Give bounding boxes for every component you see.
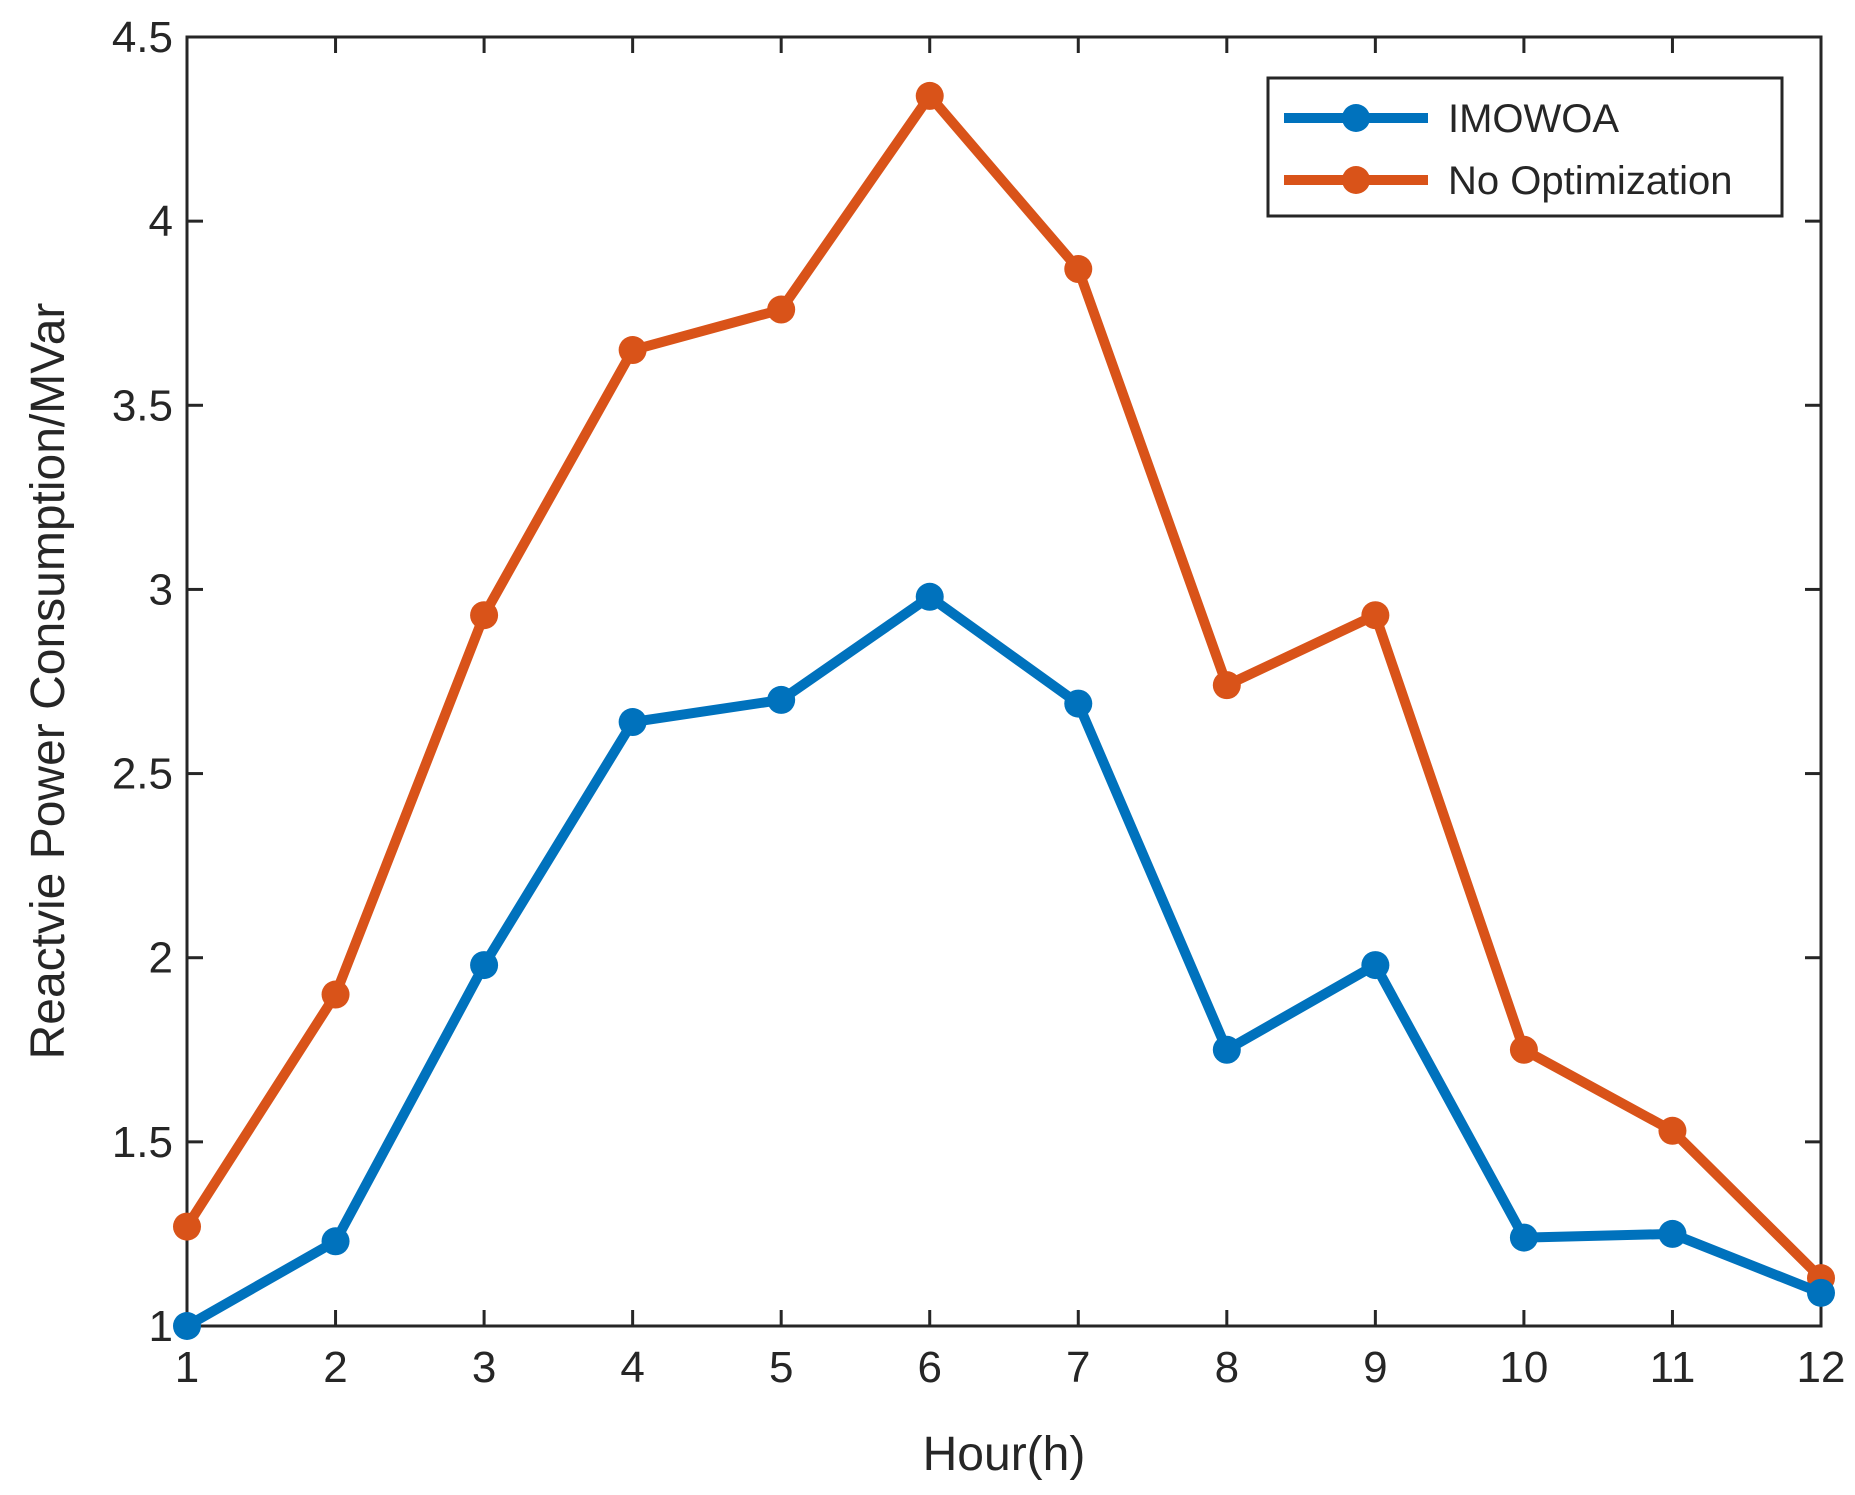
y-tick-label: 4 [149,197,173,246]
x-tick-label: 2 [323,1343,347,1392]
series-no-optimization [173,81,1835,1293]
data-point [470,601,499,630]
data-point [1509,1035,1538,1064]
data-point [618,708,647,737]
data-point [767,295,796,324]
y-tick-label: 1.5 [112,1118,173,1167]
x-tick-label: 10 [1499,1343,1548,1392]
series-line [182,90,1825,1282]
data-point [1807,1278,1835,1307]
data-point [1361,601,1390,630]
legend-label: No Optimization [1448,159,1733,203]
x-axis-title: Hour(h) [923,1428,1086,1481]
legend-label: IMOWOA [1448,97,1619,141]
x-axis-ticks: 1 2 3 4 5 6 7 8 9 10 11 12 [175,37,1846,1392]
legend-swatch-marker [1342,166,1370,194]
y-tick-label: 2.5 [112,750,173,799]
x-tick-label: 11 [1650,1343,1696,1392]
legend: IMOWOA No Optimization [1266,76,1784,218]
y-tick-label: 3 [149,565,173,614]
data-point [1212,1035,1241,1064]
plot-area [185,35,1823,1328]
y-tick-label: 2 [149,934,173,983]
data-point [1658,1116,1687,1145]
data-point [173,1212,201,1241]
x-tick-label: 8 [1215,1343,1239,1392]
y-tick-label: 3.5 [112,381,173,430]
x-tick-label: 5 [769,1343,793,1392]
y-axis-ticks: 1 1.5 2 2.5 3 3.5 4 4.5 [112,13,1821,1351]
y-tick-label: 1 [149,1302,173,1351]
x-tick-label: 9 [1363,1343,1387,1392]
series-line [184,591,1823,1331]
legend-swatch-marker [1342,104,1370,132]
data-point [1361,951,1390,980]
legend-box [1266,76,1784,218]
data-point [1658,1219,1687,1248]
x-tick-label: 6 [917,1343,941,1392]
x-tick-label: 12 [1797,1343,1846,1392]
data-point [1509,1223,1538,1252]
series-imowoa [173,582,1835,1340]
legend-entry: No Optimization [1284,159,1733,203]
x-tick-label: 1 [175,1343,199,1392]
series-layer [173,81,1835,1340]
x-tick-label: 7 [1066,1343,1090,1392]
data-point [173,1312,201,1340]
data-point [1064,689,1093,718]
data-point [767,685,796,714]
data-point [618,336,647,365]
x-tick-label: 4 [620,1343,644,1392]
data-point [915,81,944,110]
data-point [470,951,499,980]
y-tick-label: 4.5 [112,13,173,62]
data-point [915,582,944,611]
data-point [1212,671,1241,700]
legend-entry: IMOWOA [1284,97,1619,141]
data-point [321,1227,350,1256]
y-axis-title: Reactvie Power Consumption/MVar [22,303,75,1060]
data-point [321,980,350,1009]
x-tick-label: 3 [472,1343,496,1392]
data-point [1064,255,1093,284]
